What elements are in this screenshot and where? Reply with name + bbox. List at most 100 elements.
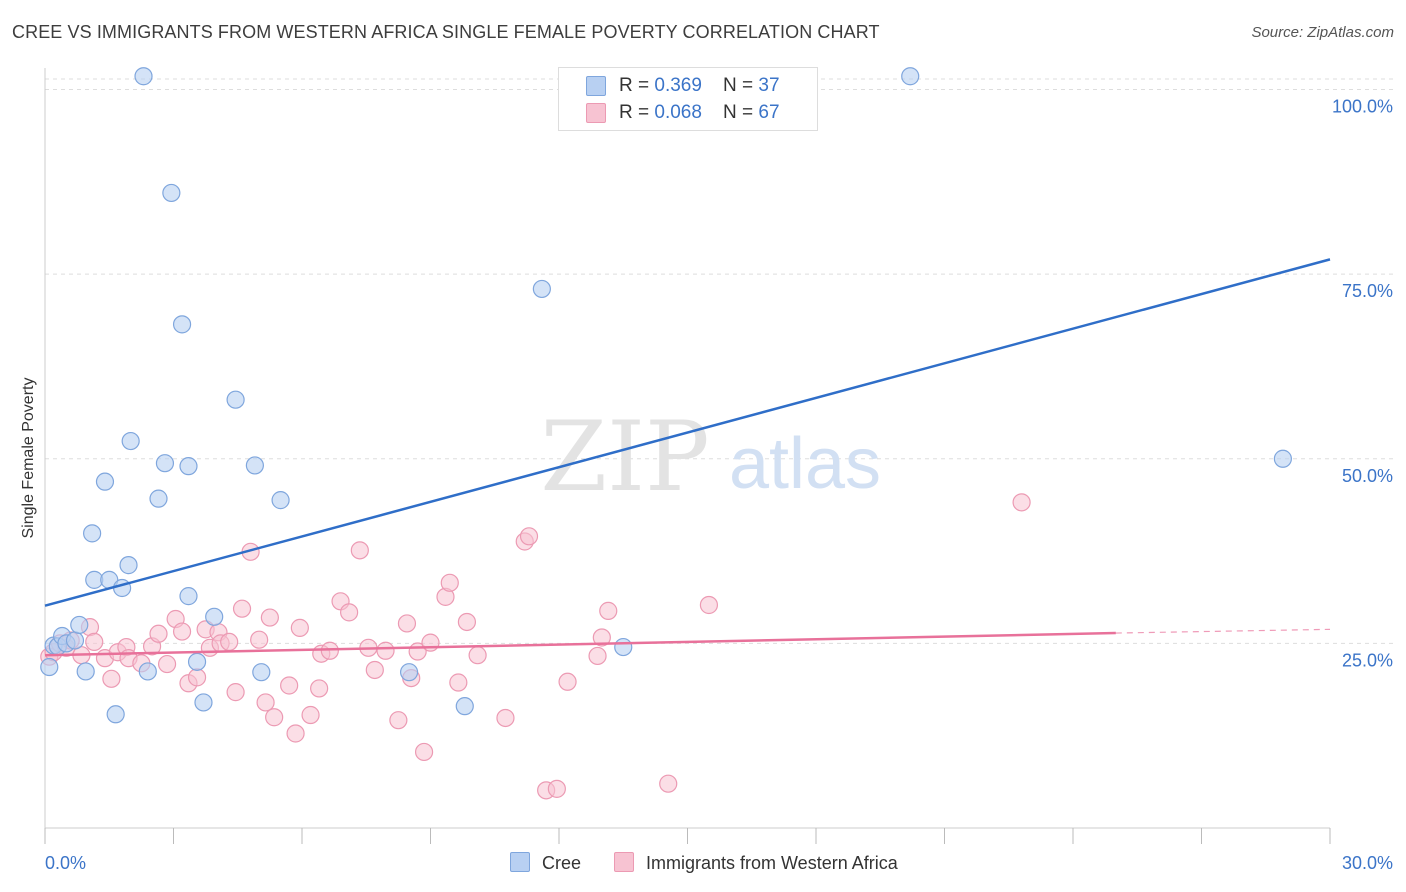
data-point-western-africa: [440, 573, 459, 592]
data-point-western-africa: [340, 603, 359, 622]
data-point-cree: [134, 67, 153, 86]
data-point-western-africa: [468, 646, 487, 665]
data-point-western-africa: [286, 724, 305, 743]
data-point-western-africa: [599, 601, 618, 620]
data-point-western-africa: [256, 693, 275, 712]
stats-legend: R = 0.369 N = 37 R = 0.068 N = 67: [558, 67, 818, 131]
data-point-western-africa: [250, 630, 269, 649]
data-point-cree: [245, 456, 264, 475]
data-point-western-africa: [389, 711, 408, 730]
data-point-cree: [179, 587, 198, 606]
legend-swatch-cree: [586, 76, 606, 96]
data-point-cree: [226, 390, 245, 409]
legend-n-label: N =: [723, 75, 759, 96]
data-point-cree: [65, 631, 85, 650]
data-point-western-africa: [558, 672, 577, 691]
legend-r-value: 0.369: [654, 75, 702, 96]
legend-swatch-western-africa: [586, 103, 606, 123]
data-point-cree: [83, 524, 102, 543]
data-point-western-africa: [102, 669, 121, 688]
data-point-cree: [614, 637, 633, 657]
data-point-cree: [121, 431, 140, 451]
legend-n-label: N =: [723, 102, 759, 123]
y-tick-label: 50.0%: [1342, 466, 1393, 486]
data-point-western-africa: [414, 742, 434, 762]
data-point-cree: [901, 67, 920, 86]
data-point-cree: [1273, 449, 1292, 468]
data-point-western-africa: [659, 774, 678, 793]
trend-lines: [44, 258, 1331, 657]
trend-line-cree: [44, 258, 1331, 607]
data-point-cree: [532, 279, 551, 299]
data-point-western-africa: [301, 705, 320, 725]
data-point-cree: [172, 315, 192, 334]
data-point-western-africa: [350, 541, 369, 560]
data-point-western-africa: [187, 668, 207, 687]
data-point-western-africa: [232, 599, 252, 618]
data-point-western-africa: [320, 641, 339, 660]
data-point-western-africa: [496, 708, 515, 728]
data-point-cree: [138, 662, 157, 681]
data-point-western-africa: [226, 683, 245, 702]
data-point-western-africa: [592, 628, 611, 647]
legend-r-value: 0.068: [654, 102, 702, 123]
legend-swatch-cree: [510, 852, 530, 872]
tick-labels: 25.0% 50.0% 75.0% 100.0% 0.0% 30.0%: [45, 97, 1393, 873]
data-point-western-africa: [157, 654, 177, 674]
data-point-western-africa: [1012, 493, 1031, 512]
data-point-cree: [95, 472, 115, 491]
legend-n-value: 67: [758, 102, 780, 123]
data-point-western-africa: [588, 646, 607, 666]
legend-item-cree: Cree: [510, 852, 581, 874]
data-point-cree: [205, 607, 224, 626]
y-tick-label: 25.0%: [1342, 650, 1393, 670]
data-point-western-africa: [310, 679, 329, 698]
axes: [44, 68, 1331, 844]
data-point-western-africa: [365, 660, 384, 680]
data-point-cree: [455, 697, 474, 716]
data-point-cree: [399, 663, 419, 682]
points-western-africa: [40, 493, 1031, 800]
legend-label-cree: Cree: [542, 853, 582, 873]
data-point-western-africa: [265, 708, 284, 727]
data-point-cree: [119, 556, 138, 575]
data-point-western-africa: [260, 608, 279, 627]
data-point-western-africa: [85, 632, 104, 652]
data-point-western-africa: [547, 779, 566, 798]
x-tick-label: 0.0%: [45, 853, 86, 873]
data-point-western-africa: [699, 595, 719, 615]
points-cree: [40, 67, 1292, 724]
data-point-cree: [70, 615, 89, 635]
data-point-western-africa: [397, 614, 417, 633]
data-point-western-africa: [220, 632, 239, 652]
data-point-cree: [76, 662, 95, 681]
data-point-cree: [271, 491, 290, 510]
watermark-atlas: atlas: [729, 424, 881, 504]
legend-r-label: R =: [619, 102, 655, 123]
data-point-cree: [40, 657, 59, 677]
watermark: ZIP atlas: [540, 401, 881, 513]
trend-line-western-africa-extension: [1115, 628, 1331, 634]
data-point-western-africa: [519, 527, 539, 546]
data-point-cree: [162, 183, 181, 203]
legend-swatch-western-africa: [614, 852, 634, 872]
data-point-cree: [149, 489, 168, 508]
y-tick-label: 100.0%: [1332, 97, 1393, 117]
legend-label-western-africa: Immigrants from Western Africa: [646, 853, 898, 873]
data-point-western-africa: [149, 624, 168, 643]
y-tick-label: 75.0%: [1342, 281, 1393, 301]
data-point-western-africa: [449, 673, 468, 692]
watermark-zip: ZIP: [540, 401, 709, 513]
data-point-western-africa: [280, 676, 299, 695]
data-point-cree: [194, 693, 213, 712]
source-label: Source: ZipAtlas.com: [1251, 24, 1394, 41]
legend-r-label: R =: [619, 75, 655, 96]
data-point-western-africa: [457, 612, 477, 632]
legend-n-value: 37: [758, 75, 780, 96]
x-tick-label: 30.0%: [1342, 853, 1393, 873]
data-point-cree: [187, 652, 207, 671]
data-point-cree: [179, 457, 198, 476]
data-point-cree: [106, 705, 125, 724]
data-point-western-africa: [376, 641, 395, 660]
trend-line-western-africa: [44, 631, 1116, 657]
